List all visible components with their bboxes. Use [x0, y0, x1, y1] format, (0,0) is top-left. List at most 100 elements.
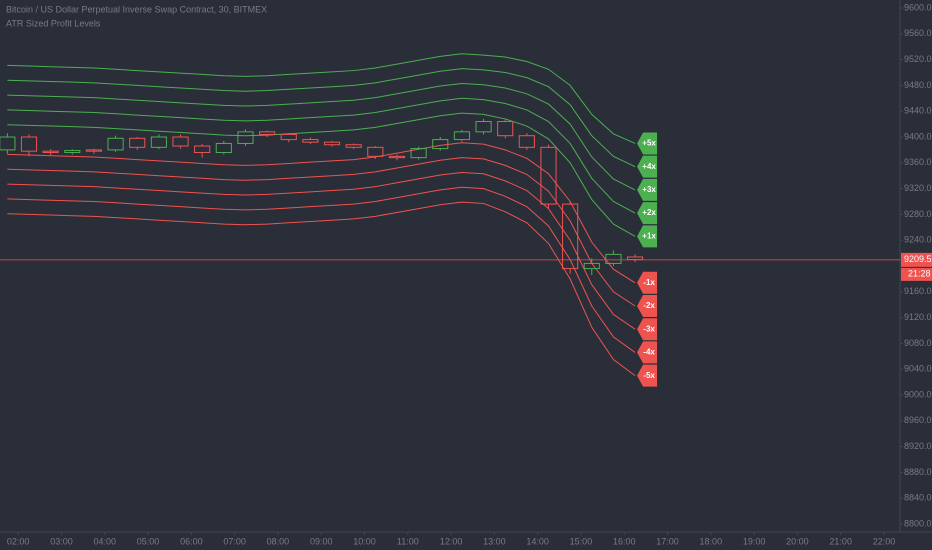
level-tag-label: -2x — [643, 301, 655, 310]
y-tick-label: 9440.0 — [904, 106, 932, 116]
profit-level-line — [7, 142, 636, 284]
candle-body — [562, 203, 579, 270]
level-tag — [637, 155, 658, 178]
profit-level-line — [7, 157, 636, 307]
level-tag — [637, 202, 658, 225]
candle-body — [20, 136, 38, 152]
level-tag-label: +4x — [642, 162, 656, 171]
x-tick-label: 05:00 — [137, 536, 160, 546]
x-tick-label: 08:00 — [267, 536, 290, 546]
candle-body — [280, 133, 297, 141]
y-tick-label: 9280.0 — [904, 209, 932, 219]
y-tick-label: 9320.0 — [904, 183, 932, 193]
level-tag-label: -5x — [643, 371, 655, 380]
y-tick-label: 9240.0 — [904, 235, 932, 245]
candle-body — [518, 135, 535, 148]
x-tick-label: 03:00 — [50, 536, 73, 546]
y-tick-label: 8840.0 — [904, 493, 932, 503]
profit-level-line — [7, 186, 636, 353]
x-tick-label: 04:00 — [93, 536, 116, 546]
profit-level-line — [7, 201, 636, 377]
countdown-label: 21:28 — [908, 269, 931, 279]
level-tag-label: -4x — [643, 348, 655, 357]
candle-body — [64, 150, 81, 153]
candle-body — [150, 136, 167, 148]
candle-body — [410, 148, 427, 159]
y-tick-label: 9160.0 — [904, 286, 932, 296]
candle-body — [497, 121, 514, 137]
y-tick-label: 8800.0 — [904, 518, 932, 528]
x-tick-label: 11:00 — [397, 536, 419, 546]
candle-body — [85, 149, 103, 152]
level-tag-label: -3x — [643, 324, 655, 333]
x-tick-label: 06:00 — [180, 536, 203, 546]
y-tick-label: 8960.0 — [904, 415, 932, 425]
candle-body — [345, 144, 362, 148]
level-tag-label: -1x — [643, 278, 655, 287]
level-tag — [637, 178, 658, 201]
candle-body — [583, 262, 600, 270]
candle-body — [42, 150, 59, 153]
y-tick-label: 9120.0 — [904, 312, 932, 322]
candle-body — [453, 131, 470, 141]
candle-body — [129, 137, 146, 148]
candle-body — [0, 136, 16, 151]
last-price-label: 9209.5 — [904, 254, 932, 264]
y-tick-label: 9080.0 — [904, 338, 932, 348]
y-tick-label: 9360.0 — [904, 157, 932, 167]
level-tag — [637, 225, 658, 248]
level-tag — [637, 271, 658, 294]
x-tick-label: 19:00 — [743, 536, 766, 546]
candle-body — [323, 141, 341, 146]
x-tick-label: 22:00 — [873, 536, 896, 546]
x-tick-label: 20:00 — [786, 536, 809, 546]
y-tick-label: 9560.0 — [904, 28, 932, 38]
candle-body — [237, 131, 254, 144]
y-tick-label: 8880.0 — [904, 467, 932, 477]
symbol-title: Bitcoin / US Dollar Perpetual Inverse Sw… — [6, 4, 267, 14]
candle-body — [172, 136, 189, 147]
candle-body — [388, 155, 406, 159]
level-tag-label: +1x — [642, 231, 656, 240]
level-tag — [637, 318, 658, 341]
x-tick-label: 07:00 — [223, 536, 246, 546]
candle-body — [215, 142, 232, 153]
level-tag-label: +5x — [642, 139, 656, 148]
profit-level-line — [7, 171, 636, 330]
level-tag — [637, 341, 658, 364]
candle-body — [302, 139, 319, 143]
candle-body — [605, 253, 622, 264]
y-tick-label: 9520.0 — [904, 54, 932, 64]
x-tick-label: 10:00 — [353, 536, 376, 546]
y-tick-label: 9480.0 — [904, 80, 932, 90]
y-tick-label: 9600.0 — [904, 2, 932, 12]
level-tag — [637, 364, 658, 387]
x-tick-label: 12:00 — [440, 536, 463, 546]
profit-level-line — [7, 97, 636, 214]
candle-body — [540, 146, 557, 205]
x-tick-label: 13:00 — [483, 536, 506, 546]
profit-level-line — [7, 68, 636, 168]
x-tick-label: 16:00 — [613, 536, 636, 546]
candle-body — [367, 146, 384, 157]
x-tick-label: 18:00 — [700, 536, 723, 546]
candle-body — [259, 131, 276, 135]
x-tick-label: 21:00 — [829, 536, 852, 546]
indicator-title: ATR Sized Profit Levels — [6, 18, 101, 28]
x-tick-label: 17:00 — [656, 536, 679, 546]
last-price-badge — [901, 252, 932, 267]
level-tag — [637, 132, 658, 155]
x-tick-label: 15:00 — [570, 536, 593, 546]
y-tick-label: 8920.0 — [904, 441, 932, 451]
x-tick-label: 09:00 — [310, 536, 333, 546]
y-tick-label: 9400.0 — [904, 131, 932, 141]
y-tick-label: 9040.0 — [904, 364, 932, 374]
level-tag — [637, 294, 658, 317]
candle-body — [432, 139, 449, 150]
candle-body — [107, 137, 124, 151]
candle-body — [194, 145, 211, 153]
x-tick-label: 14:00 — [526, 536, 549, 546]
